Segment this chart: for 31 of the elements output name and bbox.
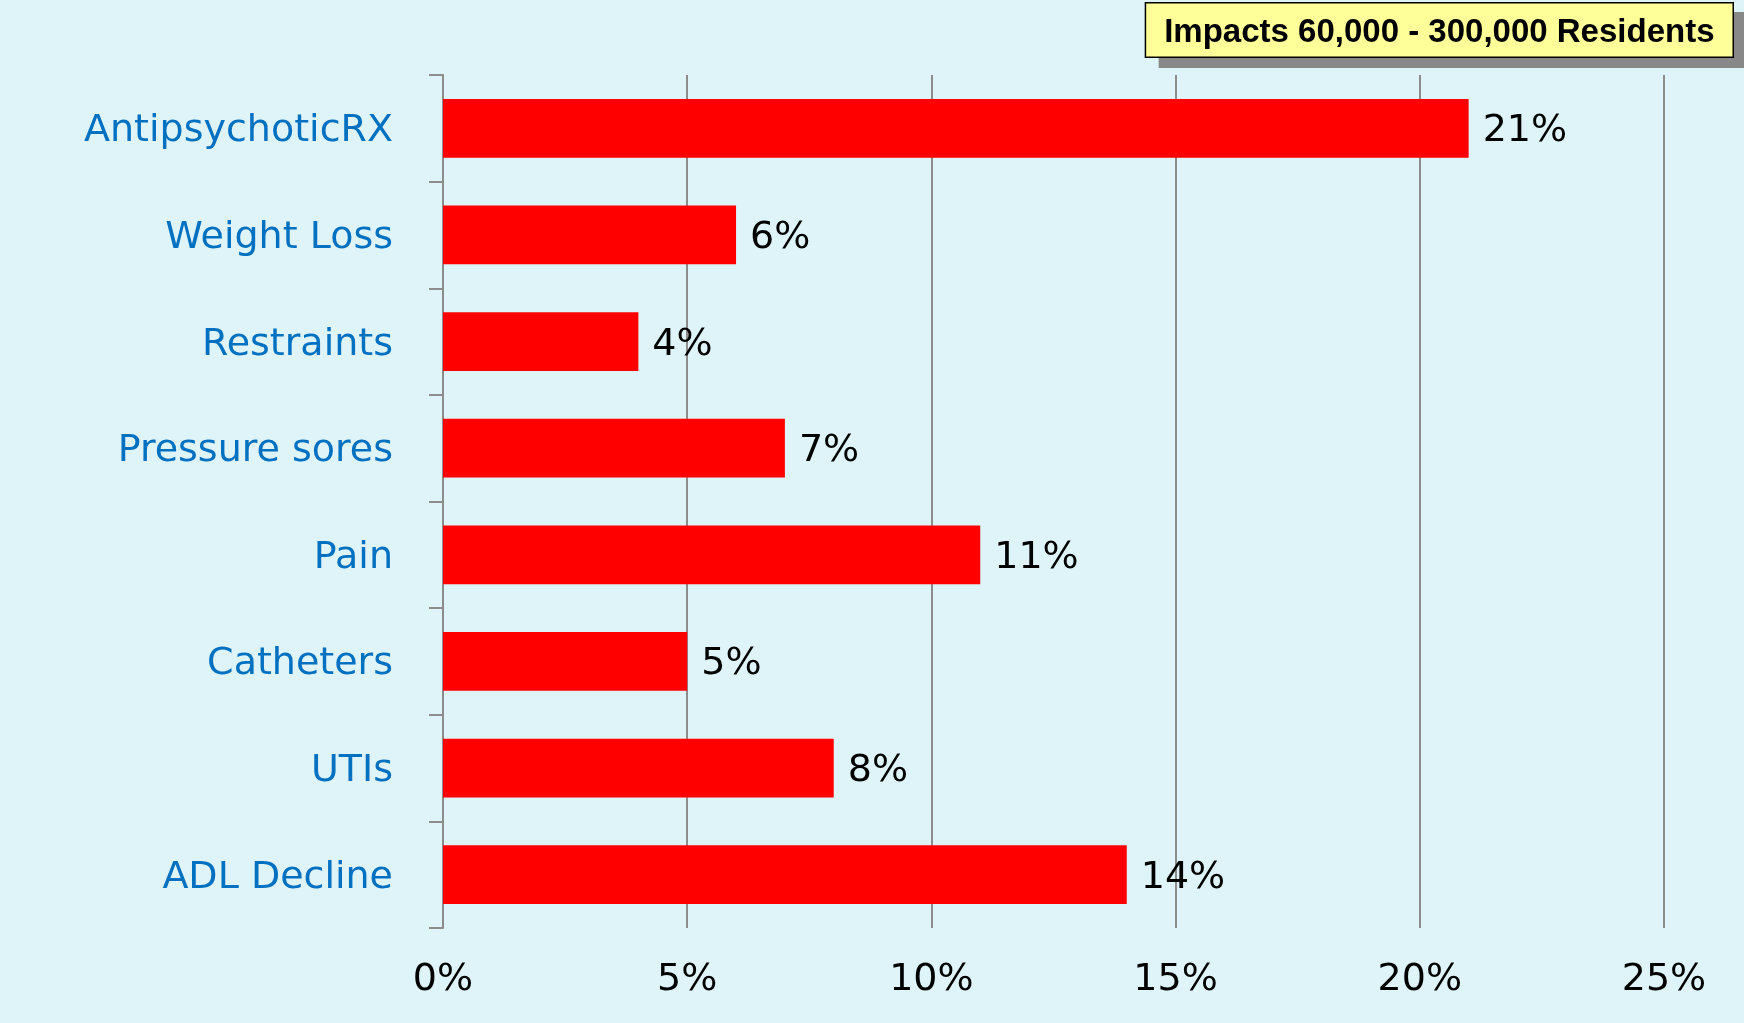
- y-tick-label: Pain: [313, 532, 393, 577]
- x-tick-label: 10%: [889, 955, 974, 999]
- x-tick-label: 0%: [412, 955, 474, 999]
- bar: [443, 525, 981, 585]
- y-tick-label: Catheters: [207, 639, 393, 684]
- data-label: 21%: [1482, 106, 1568, 151]
- x-tick-label: 15%: [1133, 955, 1218, 999]
- data-label: 4%: [652, 319, 713, 364]
- text: Impacts 60,000 - 300,000 Residents: [1164, 11, 1715, 49]
- bar: [443, 632, 688, 691]
- data-label: 5%: [701, 639, 762, 684]
- data-label: 7%: [798, 426, 860, 471]
- y-tick-label: UTIs: [310, 746, 393, 791]
- data-label: 8%: [847, 746, 909, 791]
- bar: [443, 312, 639, 371]
- y-tick-label: ADL Decline: [162, 852, 393, 897]
- x-tick-label: 5%: [657, 955, 718, 999]
- y-tick-label: AntipsychoticRX: [84, 106, 393, 151]
- bar: [443, 738, 834, 798]
- bar: [443, 418, 785, 478]
- y-tick-label: Weight Loss: [165, 212, 393, 257]
- data-label: 6%: [750, 212, 811, 257]
- bar: [443, 205, 737, 265]
- x-tick-label: 25%: [1621, 955, 1707, 999]
- bar: [443, 98, 1469, 158]
- y-tick-label: Pressure sores: [117, 426, 393, 471]
- bar: [443, 845, 1127, 905]
- x-tick-label: 20%: [1377, 955, 1463, 999]
- data-label: 11%: [994, 532, 1079, 577]
- data-label: 14%: [1140, 852, 1226, 897]
- y-tick-label: Restraints: [201, 319, 393, 364]
